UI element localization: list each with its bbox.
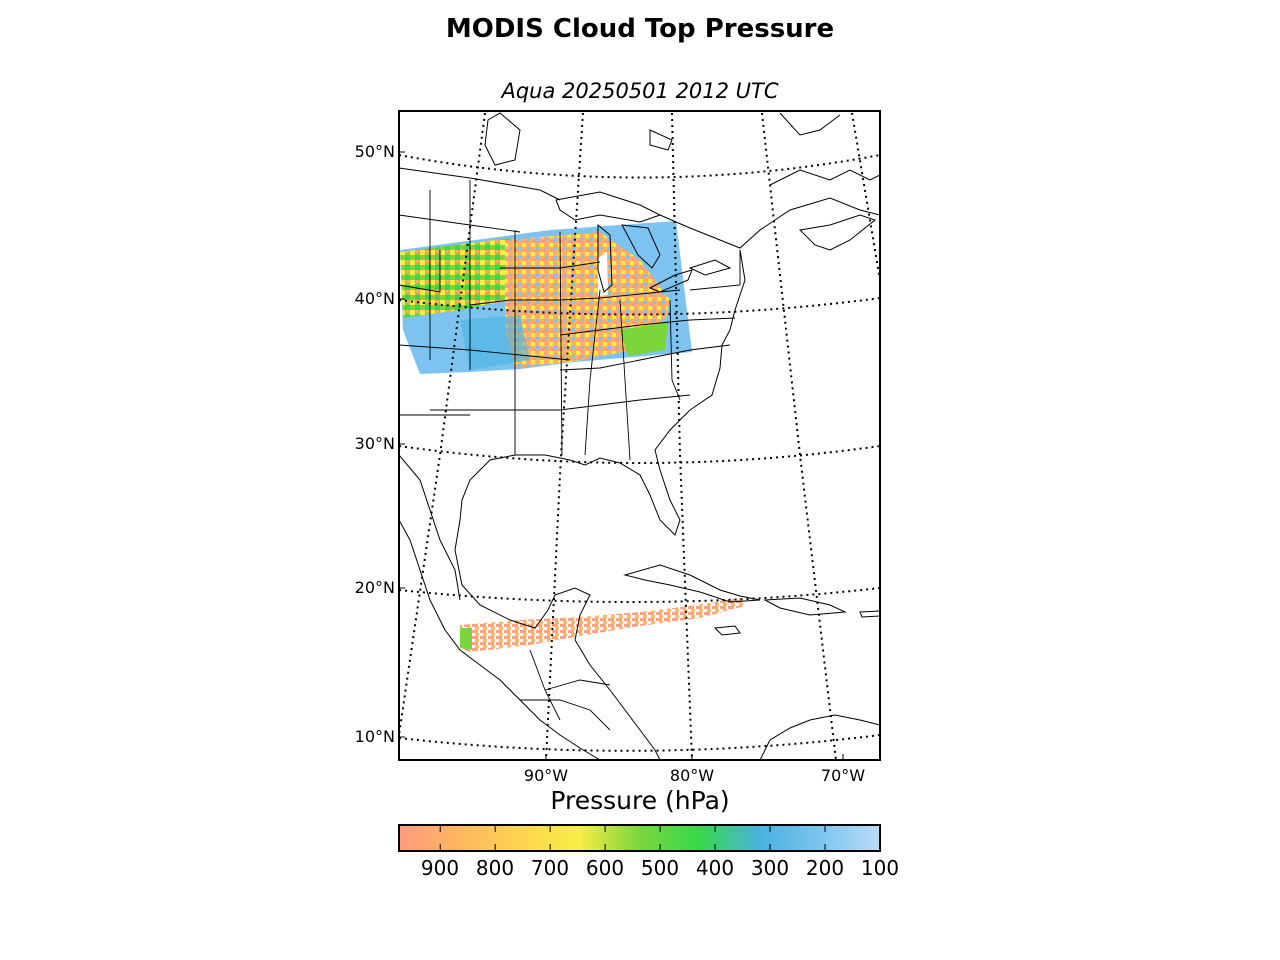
cbar-tick-300: 300 <box>750 856 790 880</box>
state-borders <box>399 180 741 731</box>
lon-label-80w: 80°W <box>669 766 715 785</box>
colorbar-bar <box>398 824 881 852</box>
lon-label-90w: 90°W <box>523 766 569 785</box>
cbar-tick-600: 600 <box>585 856 625 880</box>
lat-label-40: 40°N <box>354 289 395 308</box>
chart-subtitle: Aqua 20250501 2012 UTC <box>501 79 779 103</box>
cloud-swath-south <box>460 598 745 652</box>
cbar-tick-900: 900 <box>420 856 460 880</box>
graticule <box>399 112 880 760</box>
colorbar-ticks <box>439 825 881 851</box>
cbar-tick-500: 500 <box>640 856 680 880</box>
cbar-tick-700: 700 <box>530 856 570 880</box>
lat-label-50: 50°N <box>354 142 395 161</box>
coastlines <box>399 112 880 760</box>
cbar-tick-400: 400 <box>695 856 735 880</box>
axis-ticks <box>399 151 844 760</box>
lat-label-30: 30°N <box>354 434 395 453</box>
lat-label-10: 10°N <box>354 727 395 746</box>
lon-label-70w: 70°W <box>820 766 866 785</box>
map-frame <box>398 110 881 761</box>
colorbar-label: Pressure (hPa) <box>550 786 730 815</box>
cbar-tick-200: 200 <box>805 856 845 880</box>
colorbar <box>398 824 881 852</box>
lat-label-20: 20°N <box>354 578 395 597</box>
cloud-swath-north <box>400 221 692 374</box>
map-content <box>399 112 880 760</box>
cbar-tick-100: 100 <box>860 856 900 880</box>
cbar-tick-800: 800 <box>475 856 515 880</box>
chart-title: MODIS Cloud Top Pressure <box>445 14 835 44</box>
